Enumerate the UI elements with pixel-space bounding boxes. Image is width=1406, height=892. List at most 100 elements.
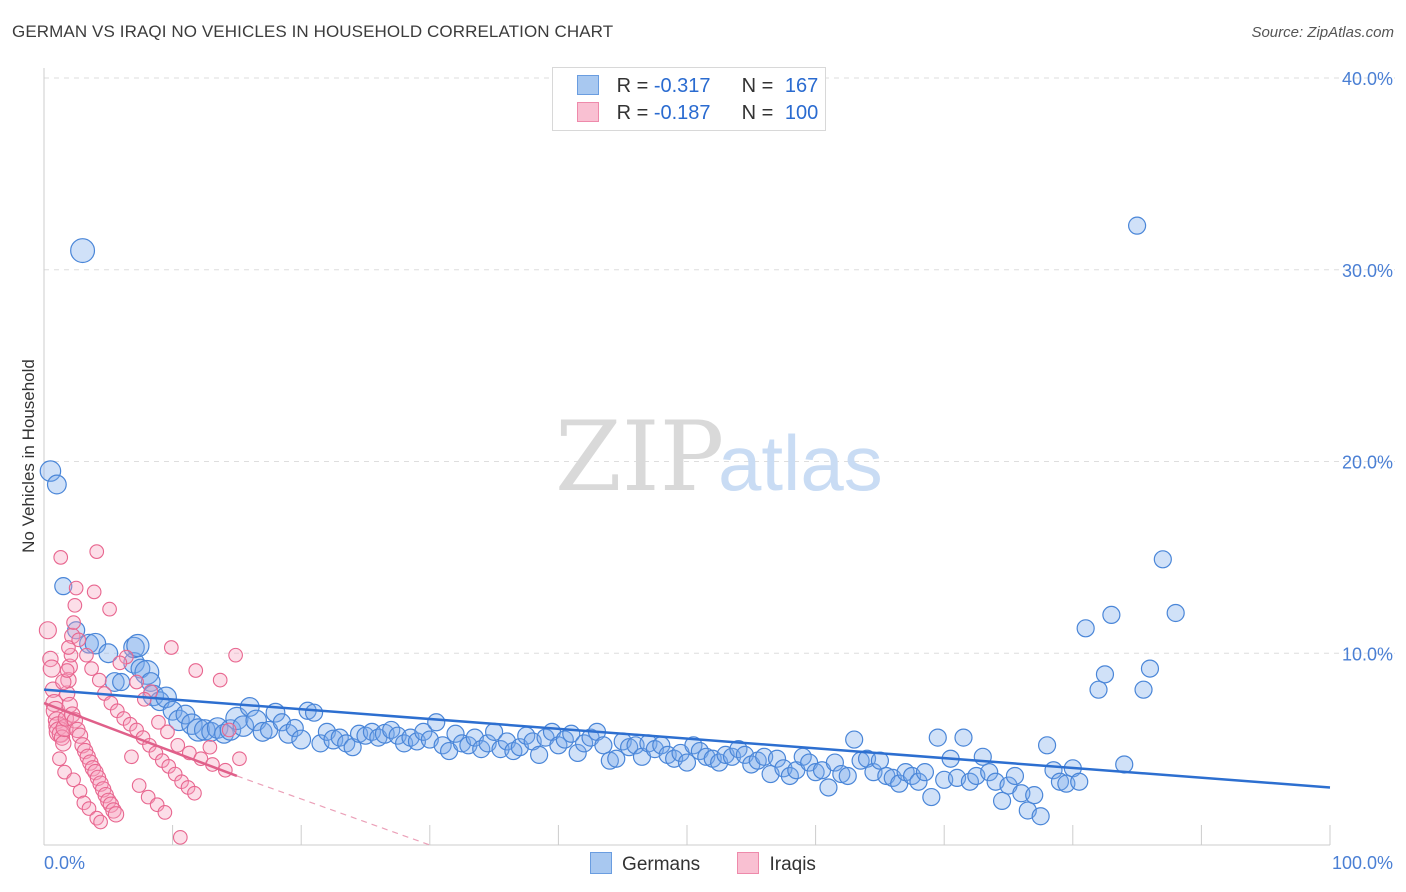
iraqi-point xyxy=(212,672,228,688)
y-tick-label: 40.0% xyxy=(1342,69,1393,89)
germans-points xyxy=(39,216,1185,826)
chart-title: GERMAN VS IRAQI NO VEHICLES IN HOUSEHOLD… xyxy=(12,22,614,41)
y-tick-label: 30.0% xyxy=(1342,261,1393,281)
german-point xyxy=(70,238,96,264)
german-point xyxy=(1166,603,1185,623)
iraqi-point xyxy=(66,615,81,630)
iraqi-point xyxy=(67,597,83,613)
iraqi-point xyxy=(84,661,99,676)
iraqi-point xyxy=(151,714,166,730)
german-point xyxy=(922,787,941,807)
german-point xyxy=(1140,659,1160,678)
iraqi-point xyxy=(136,691,152,707)
german-point xyxy=(311,734,330,753)
german-point xyxy=(1134,680,1153,699)
german-point xyxy=(1031,807,1050,826)
legend-n-label: N = xyxy=(741,75,774,97)
iraqi-point xyxy=(112,655,128,671)
iraqi-point xyxy=(157,805,173,820)
german-point xyxy=(1076,619,1095,638)
german-point xyxy=(126,633,150,658)
german-point xyxy=(252,721,273,742)
iraqi-point xyxy=(129,674,144,690)
german-point xyxy=(767,749,787,768)
iraqi-point xyxy=(52,751,67,767)
german-point xyxy=(98,643,119,664)
german-point xyxy=(285,718,304,738)
iraqi-point xyxy=(64,627,81,645)
german-point xyxy=(992,791,1012,810)
german-point xyxy=(1089,680,1108,699)
source-label: Source: ZipAtlas.com xyxy=(1251,24,1394,41)
german-point xyxy=(677,753,697,772)
german-point xyxy=(39,460,62,482)
x-tick-label: 0.0% xyxy=(44,853,85,873)
iraqi-point xyxy=(172,829,188,845)
iraqi-point xyxy=(149,797,165,813)
german-point xyxy=(825,753,844,772)
y-tick-label: 10.0% xyxy=(1342,644,1393,664)
legend-r-label: R = xyxy=(616,75,649,97)
watermark-atlas: atlas xyxy=(718,419,883,507)
german-point xyxy=(819,778,838,797)
iraqi-point xyxy=(221,722,237,738)
iraqi-point xyxy=(228,647,243,663)
german-point xyxy=(620,738,639,757)
german-point xyxy=(845,730,864,749)
iraqi-point xyxy=(107,806,125,823)
germans-swatch xyxy=(577,75,599,95)
iraqi-point xyxy=(76,795,92,811)
german-point xyxy=(838,766,857,786)
germans-trend-line xyxy=(43,688,1331,789)
iraqi-point xyxy=(55,673,72,691)
iraqi-point xyxy=(68,580,84,596)
german-point xyxy=(909,772,928,791)
x-tick-label: 100.0% xyxy=(1332,853,1393,873)
german-point xyxy=(446,724,465,743)
german-point xyxy=(954,728,973,747)
watermark: ZIP atlas xyxy=(555,401,883,513)
iraqis-legend-swatch xyxy=(737,852,760,874)
iraqis-trend-extension xyxy=(236,775,431,846)
iraqi-point xyxy=(81,801,97,816)
iraqi-point xyxy=(187,785,202,801)
german-point xyxy=(46,474,67,495)
iraqi-point xyxy=(160,724,175,740)
iraqi-point xyxy=(79,647,94,663)
legend: R = -0.317 N = 167 R = -0.187 N = 100 xyxy=(552,67,826,131)
german-point xyxy=(1005,766,1025,786)
german-point xyxy=(427,713,446,732)
watermark-zip: ZIP xyxy=(555,401,724,513)
german-point xyxy=(568,743,587,763)
german-point xyxy=(915,763,935,782)
legend-r-label: R = xyxy=(616,102,649,124)
legend-row-germans: R = -0.317 N = 167 xyxy=(577,75,818,99)
tick-labels: 10.0% 20.0% 30.0% 40.0% 0.0% 100.0% xyxy=(44,69,1393,873)
iraqi-point xyxy=(124,749,139,765)
iraqi-point xyxy=(93,814,108,830)
iraqis-trend-line xyxy=(43,701,238,778)
iraqis-legend-label: Iraqis xyxy=(769,854,816,875)
iraqi-point xyxy=(72,783,88,799)
german-point xyxy=(1127,216,1147,235)
grid-lines xyxy=(44,77,1395,654)
iraqi-point xyxy=(170,737,186,753)
german-point xyxy=(607,749,626,768)
iraqi-point xyxy=(131,778,147,793)
german-point xyxy=(134,659,160,685)
legend-n-label: N = xyxy=(741,102,774,124)
german-point xyxy=(928,728,947,747)
legend-r-value: -0.317 xyxy=(653,75,711,97)
german-point xyxy=(291,729,312,750)
german-point xyxy=(186,718,210,742)
iraqi-point xyxy=(42,659,61,678)
iraqis-points xyxy=(38,544,247,845)
iraqi-point xyxy=(61,640,76,655)
iraqi-point xyxy=(38,621,57,640)
german-point xyxy=(806,763,825,782)
german-point xyxy=(232,715,255,737)
german-point xyxy=(530,745,549,764)
german-point xyxy=(980,763,999,782)
german-point xyxy=(304,703,324,722)
legend-row-iraqis: R = -0.187 N = 100 xyxy=(577,102,818,126)
